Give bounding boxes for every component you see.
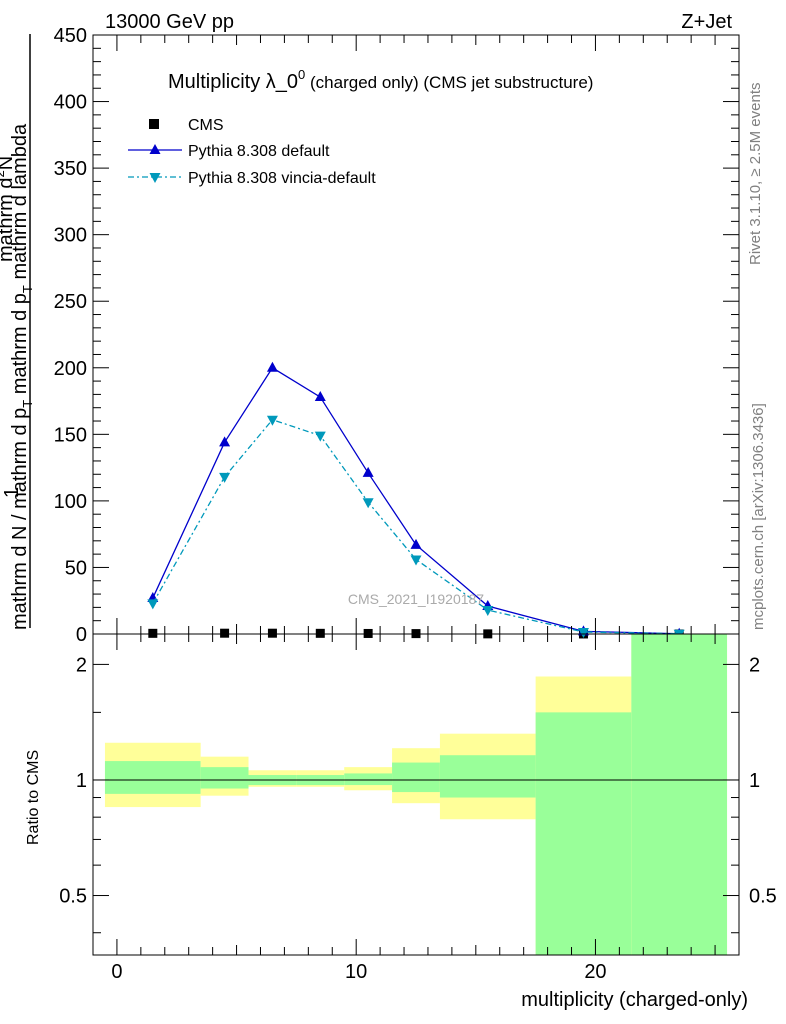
data-point (362, 466, 374, 477)
y-tick-label: 400 (54, 92, 87, 114)
y-tick-label: 450 (54, 25, 87, 47)
x-axis-label: multiplicity (charged-only) (521, 989, 748, 1011)
ratio-y-tick-label: 1 (76, 770, 87, 792)
legend-label: CMS (188, 117, 224, 134)
ratio-band-inner (439, 755, 536, 798)
legend-label: Pythia 8.308 default (188, 143, 330, 160)
x-tick-label: 20 (584, 961, 606, 983)
ratio-y-tick-label: 2 (76, 654, 87, 676)
ratio-y-tick-label-right: 1 (749, 770, 760, 792)
energy-label: 13000 GeV pp (105, 11, 234, 33)
legend-label: Pythia 8.308 vincia-default (188, 170, 376, 187)
legend: CMS Pythia 8.308 default Pythia 8.308 vinc… (128, 117, 376, 187)
data-point (314, 391, 326, 402)
data-point (266, 415, 278, 426)
data-point (482, 606, 494, 617)
legend-marker (149, 119, 159, 129)
y-tick-label: 100 (54, 491, 87, 513)
ratio-band-inner (104, 761, 201, 794)
data-point (363, 628, 373, 638)
analysis-tag: CMS_2021_I1920187 (348, 591, 484, 607)
data-point (266, 361, 278, 372)
y-tick-label: 150 (54, 424, 87, 446)
svg-text:1: 1 (1, 487, 23, 498)
data-point (314, 431, 326, 442)
ratio-plot-panel: 0.5 0.51 12 20 10 20 (59, 633, 777, 983)
plot-title: Multiplicity λ_00 (charged only) (CMS je… (168, 67, 593, 93)
rivet-label: Rivet 3.1.10, ≥ 2.5M events (747, 83, 764, 266)
data-point (362, 498, 374, 509)
x-tick-label: 0 (111, 961, 122, 983)
ratio-frame (92, 633, 740, 956)
data-point (219, 436, 231, 447)
process-label: Z+Jet (681, 11, 732, 33)
y-tick-label: 350 (54, 158, 87, 180)
ratio-y-tick-label-right: 0.5 (749, 886, 777, 908)
ratio-y-tick-label-right: 2 (749, 654, 760, 676)
ratio-band-inner (344, 773, 393, 786)
data-point (315, 628, 325, 638)
x-tick-label: 10 (345, 961, 367, 983)
data-point (220, 628, 230, 638)
data-point (267, 628, 277, 638)
main-plot-panel: 0 50 100 150 200 250 300 350 400 450 Multiplicity… (54, 25, 740, 646)
data-point (410, 555, 422, 566)
svg-text:mathrm d2N: mathrm d2N (0, 156, 17, 262)
y-tick-label: 250 (54, 291, 87, 313)
y-tick-label: 50 (65, 557, 87, 579)
data-point (577, 628, 589, 639)
data-point (410, 538, 422, 549)
data-point (147, 599, 159, 610)
data-point (148, 628, 158, 638)
legend-marker (149, 144, 161, 154)
mcplots-label: mcplots.cern.ch [arXiv:1306.3436] (750, 403, 767, 630)
y-tick-label: 0 (76, 624, 87, 646)
y-axis-label-ratio: Ratio to CMS (25, 750, 42, 845)
ratio-y-tick-label: 0.5 (59, 886, 87, 908)
y-tick-label: 300 (54, 225, 87, 247)
svg-text:mathrm d N / mathrm d pT mathr: mathrm d N / mathrm d pT mathrm d pT mat… (9, 123, 35, 630)
ratio-band-inner (535, 712, 632, 955)
ratio-band-inner (200, 767, 249, 789)
y-axis-label-main: mathrm d N / mathrm d pT mathrm d pT mat… (0, 34, 35, 630)
ratio-band-inner (631, 634, 728, 955)
ratio-band-inner (392, 762, 440, 793)
legend-marker (149, 173, 161, 183)
y-tick-label: 200 (54, 358, 87, 380)
data-point (219, 472, 231, 483)
